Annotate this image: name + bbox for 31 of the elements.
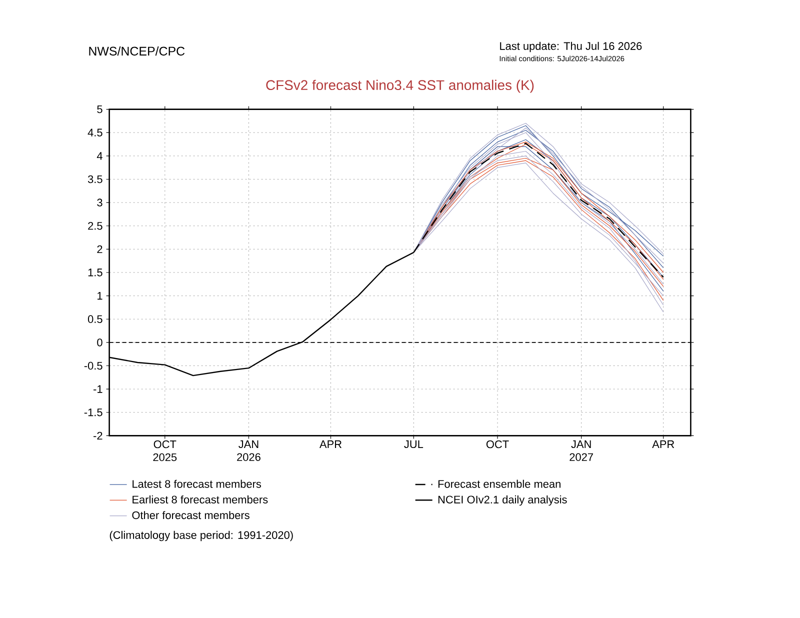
x-tick-label: APR [319, 440, 342, 448]
text: Last update: Thu Jul 16 2026 [500, 42, 642, 52]
x-tick-label: APR [652, 440, 674, 448]
y-tick-label: 3 [97, 198, 102, 206]
y-tick-label: 3.5 [88, 175, 102, 184]
y-tick-label: 4.5 [88, 128, 102, 136]
text: NWS/NCEP/CPC [89, 46, 185, 56]
y-tick-label: -1 [94, 385, 102, 393]
y-tick-label: 1.5 [88, 268, 102, 276]
x-tick-label: OCT [486, 440, 509, 448]
x-tick-label: OCT 2025 [153, 440, 177, 462]
y-tick-label: -1.5 [84, 408, 102, 416]
y-tick-label: 5 [97, 105, 102, 114]
x-tick-label: JUL [404, 440, 424, 448]
legend-label: Other forecast members [132, 511, 250, 520]
y-tick-label: 0 [97, 338, 102, 346]
y-tick-label: 1 [98, 292, 102, 300]
y-tick-label: 4 [96, 152, 102, 160]
x-tick-label: JAN 2027 [570, 440, 593, 461]
legend-label: Latest 8 forecast members [132, 480, 262, 488]
legend-label: NCEI OIv2.1 daily analysis [438, 495, 567, 506]
legend-label: Forecast ensemble mean [438, 480, 560, 488]
text: (Climatology base period: 1991-2020) [110, 530, 293, 542]
y-tick-label: -2 [94, 432, 102, 440]
chart-title: CFSv2 forecast Nino3.4 SST anomalies (K) [266, 80, 534, 93]
x-tick-label: JAN 2026 [237, 440, 260, 461]
y-tick-label: 2.5 [88, 222, 102, 230]
y-tick-label: 2 [97, 245, 102, 254]
y-tick-label: 0.5 [88, 315, 102, 324]
y-tick-label: -0.5 [84, 362, 102, 370]
legend-label: Earliest 8 forecast members [132, 495, 268, 504]
